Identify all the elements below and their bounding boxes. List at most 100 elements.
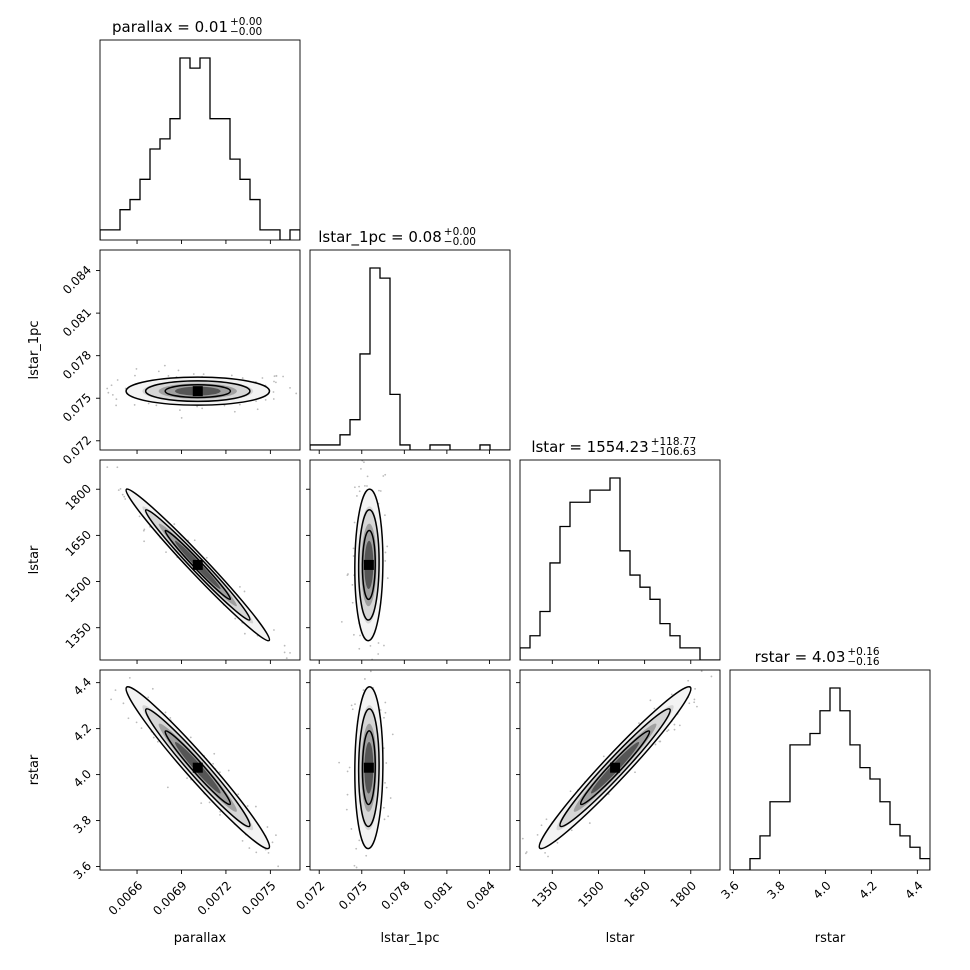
sample-point <box>727 645 729 647</box>
sample-point <box>254 805 257 808</box>
sample-point <box>387 815 390 818</box>
sample-point <box>384 514 386 517</box>
sample-point <box>391 699 393 701</box>
sample-point <box>667 729 670 731</box>
sample-point <box>363 461 365 464</box>
sample-point <box>255 400 258 403</box>
sample-point <box>386 545 389 548</box>
sample-point <box>164 711 167 714</box>
sample-point <box>355 847 358 850</box>
title-value: 0.08 <box>408 228 441 246</box>
contour-line <box>538 686 692 850</box>
sample-point <box>556 841 559 844</box>
panel-content <box>477 626 739 927</box>
sample-point <box>114 689 117 692</box>
x-tick-label: 4.0 <box>810 878 833 901</box>
contour-line <box>164 384 232 399</box>
y-tick-label: 4.0 <box>71 767 94 790</box>
sample-point <box>273 629 275 631</box>
x-tick-label: 0.078 <box>378 878 412 912</box>
sample-point <box>135 721 138 724</box>
sample-point <box>371 435 373 437</box>
sample-point <box>98 668 100 670</box>
sample-point <box>364 484 366 487</box>
sample-point <box>48 590 50 592</box>
sample-point <box>354 668 356 670</box>
sample-point <box>678 724 681 727</box>
x-tick-label: 1500 <box>575 878 606 909</box>
sample-point <box>710 667 712 669</box>
sample-point <box>186 777 188 780</box>
panel-content <box>91 459 344 733</box>
density-peak <box>363 762 374 773</box>
sample-point <box>255 851 258 854</box>
sample-point <box>366 935 368 937</box>
sample-point <box>264 848 267 851</box>
title-name: lstar <box>531 438 565 456</box>
sample-point <box>673 723 676 726</box>
title-equals: = <box>790 648 812 666</box>
x-tick-label: 0.0075 <box>239 878 279 918</box>
sample-point <box>375 661 377 663</box>
sample-point <box>91 460 93 462</box>
sample-point <box>271 841 274 844</box>
sample-point <box>306 669 308 671</box>
sample-point <box>352 547 355 550</box>
sample-point <box>79 670 81 672</box>
sample-point <box>379 490 382 492</box>
sample-point <box>193 539 196 542</box>
sample-point <box>93 459 95 461</box>
sample-point <box>535 874 537 876</box>
panel-frame <box>309 459 511 661</box>
sample-point <box>389 642 391 644</box>
panel-frame <box>99 459 301 661</box>
sample-point <box>123 495 126 498</box>
sample-point <box>275 375 278 377</box>
contour-line <box>144 380 251 403</box>
sample-point <box>649 699 652 702</box>
sample-point <box>147 402 150 405</box>
panel-content <box>48 590 280 868</box>
sample-point <box>202 373 205 376</box>
sample-point <box>266 826 269 828</box>
sample-point <box>166 786 169 789</box>
sample-point <box>383 818 386 821</box>
sample-point <box>339 731 341 733</box>
contour-line <box>354 686 384 850</box>
sample-point <box>692 668 694 670</box>
sample-point <box>201 407 204 410</box>
panel-lstar-rstar: 1350 1500 1650 1800 <box>477 626 739 927</box>
sample-point <box>277 865 280 868</box>
sample-point <box>737 626 739 628</box>
title-plus-error: +0.16 <box>847 646 879 658</box>
sample-point <box>147 696 150 699</box>
x-tick-label: 3.6 <box>718 878 741 901</box>
sample-point <box>117 489 120 492</box>
sample-point <box>338 761 341 764</box>
sample-point <box>167 374 170 377</box>
sample-point <box>354 703 356 706</box>
sample-point <box>106 387 109 390</box>
title-minus-error: −0.00 <box>444 236 476 248</box>
x-tick-label: 1800 <box>668 878 699 909</box>
sample-point <box>342 717 344 719</box>
sample-point <box>377 653 380 655</box>
x-tick-label: 4.2 <box>856 878 879 901</box>
sample-point <box>351 601 354 604</box>
sample-point <box>241 839 244 842</box>
y-axis-label: rstar <box>27 754 42 785</box>
sample-point <box>702 652 704 654</box>
sample-point <box>177 369 180 372</box>
sample-point <box>659 740 662 743</box>
sample-point <box>700 670 703 673</box>
density-peak <box>192 559 203 570</box>
sample-point <box>151 687 154 690</box>
y-axis-label: lstar_1pc <box>27 321 42 380</box>
title-equals: = <box>172 18 194 36</box>
panel-lstar_1pc-lstar_1pc <box>309 249 511 454</box>
sample-point <box>358 490 361 493</box>
panel-frame <box>519 459 721 661</box>
sample-point <box>477 925 479 927</box>
title-equals: = <box>386 228 408 246</box>
sample-point <box>391 733 394 736</box>
